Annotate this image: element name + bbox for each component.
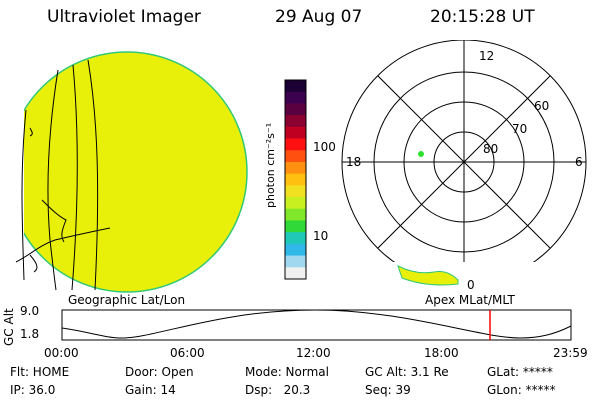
colorbar-band [285,255,306,268]
alt-min-label: 1.8 [20,327,40,341]
dsp-status: Dsp: 20.3 [245,383,311,397]
gc-alt-axis-label: GC Alt [2,308,16,346]
gain-status: Gain: 14 [125,383,176,397]
instrument-title: Ultraviolet Imager [47,7,201,27]
colorbar-band [285,208,306,221]
date-readout: 29 Aug 07 [275,7,363,27]
time-readout: 20:15:28 UT [430,7,535,27]
earth-disk [6,51,248,293]
gc-alt-status: GC Alt: 3.1 Re [365,365,449,379]
colorbar-band [285,232,306,245]
colorbar-unit-label: photon cm⁻²s⁻¹ [264,123,277,208]
geographic-frame-label: Geographic Lat/Lon [68,293,186,307]
colorbar-tick-100: 100 [313,140,336,154]
colorbar-band [285,80,306,93]
glon-status: GLon: ***** [487,383,556,397]
geographic-image-panel [0,0,248,300]
flight-status: Flt: HOME [10,365,70,379]
colorbar-band [285,243,306,257]
colorbar-band [285,138,306,151]
seq-status: Seq: 39 [365,383,411,397]
colorbar-band [285,161,306,175]
door-status: Door: Open [125,365,194,379]
altitude-timeline [61,309,572,341]
colorbar-band [285,91,306,104]
tick-1800: 18:00 [424,346,459,360]
aurora-emission [397,265,459,286]
polar-data-point [418,151,424,157]
colorbar-band [285,185,306,198]
tick-1200: 12:00 [296,346,331,360]
colorbar: photon cm⁻²s⁻¹ [264,79,307,280]
ip-status: IP: 36.0 [10,383,56,397]
tick-0600: 06:00 [170,346,205,360]
colorbar-band [285,126,306,140]
tick-0000: 00:00 [44,346,79,360]
map-lines [15,59,111,291]
mode-status: Mode: Normal [245,365,329,379]
lat-label-70: 70 [512,122,527,136]
colorbar-band [285,220,306,233]
glat-status: GLat: ***** [487,365,553,379]
alt-max-label: 9.0 [20,304,40,318]
colorbar-band [285,115,306,128]
mlt-label-12: 12 [479,49,494,63]
colorbar-band [285,103,306,116]
apex-frame-label: Apex MLat/MLT [425,293,515,307]
colorbar-band [285,197,306,210]
mlt-label-6: 6 [575,155,583,169]
colorbar-band [285,150,306,163]
tick-2359: 23:59 [553,346,588,360]
lat-label-60: 60 [534,99,549,113]
polar-plot: 12 18 6 0 60 70 80 [330,40,600,300]
mlt-label-18: 18 [346,155,361,169]
colorbar-tick-10: 10 [313,229,329,243]
mlt-label-0: 0 [467,278,475,292]
colorbar-band [285,173,306,186]
colorbar-band [285,267,306,280]
lat-label-80: 80 [483,142,498,156]
